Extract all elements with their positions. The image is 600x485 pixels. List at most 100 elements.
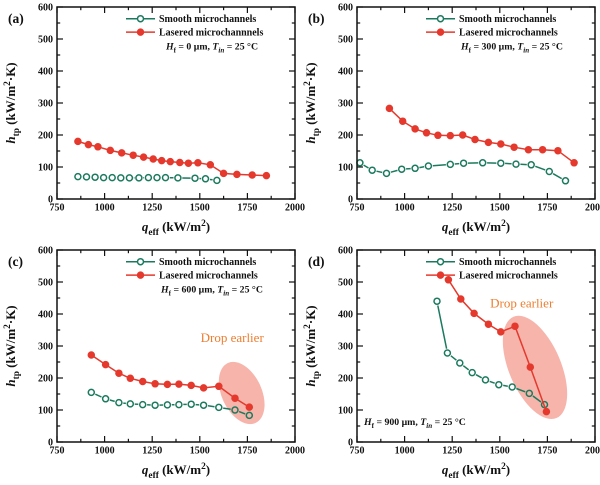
lasered-data-point	[538, 145, 547, 154]
x-tick-label: 1500	[190, 203, 210, 214]
lasered-data-point	[219, 169, 228, 178]
smooth-data-point	[478, 159, 487, 167]
plot-area	[357, 7, 595, 199]
legend-label: Lasered microchannels	[459, 270, 558, 281]
smooth-data-point	[101, 394, 110, 403]
y-tick-label: 0	[48, 194, 53, 205]
y-tick-label: 0	[348, 194, 353, 205]
lasered-data-point	[115, 368, 123, 377]
smooth-series-line	[462, 364, 470, 370]
smooth-series-line	[552, 173, 563, 180]
lasered-data-point	[175, 379, 183, 388]
x-tick-label: 750	[50, 445, 65, 456]
smooth-data-point	[115, 398, 123, 406]
lasered-data-point	[511, 321, 519, 330]
y-tick-label: 600	[338, 2, 353, 13]
smooth-data-point	[446, 160, 455, 169]
smooth-data-point	[174, 174, 182, 182]
lasered-data-point	[248, 171, 256, 179]
smooth-data-point	[161, 173, 170, 182]
x-tick-label: 1250	[142, 203, 162, 214]
lasered-data-point	[149, 155, 157, 163]
plot-frame	[356, 248, 596, 443]
y-tick-label: 600	[338, 245, 353, 256]
x-tick-label: 2000	[285, 203, 305, 214]
x-axis-label: qeff (kW/m2)	[442, 219, 510, 238]
panel-c: 750 1000 1250 1500 1750 2000 0 100 200 300 400 500 6…	[0, 243, 305, 485]
lasered-data-point	[101, 360, 110, 368]
lasered-data-point	[194, 159, 202, 167]
drop-earlier-label: Drop earlier	[201, 330, 265, 345]
lasered-data-point	[434, 131, 442, 140]
smooth-data-point	[459, 159, 468, 167]
x-tick-label: 1750	[237, 203, 257, 214]
legend-marker	[436, 28, 445, 36]
condition-annotation: Hf = 600 μm, Tin = 25 °C	[160, 284, 263, 297]
smooth-data-point	[508, 382, 516, 391]
legend-label: Lasered microchannels	[159, 270, 258, 281]
lasered-data-point	[231, 393, 239, 402]
panel-letter: (c)	[8, 254, 23, 269]
y-tick-label: 400	[338, 309, 353, 320]
lasered-data-point	[126, 374, 135, 382]
smooth-data-point	[201, 175, 210, 183]
lasered-data-point	[245, 402, 254, 411]
legend-label: Smooth microchannels	[459, 257, 556, 268]
smooth-data-point	[525, 389, 534, 397]
lasered-data-point	[176, 158, 184, 167]
lasered-data-point	[84, 140, 93, 149]
smooth-data-point	[512, 160, 520, 168]
smooth-series-line	[223, 406, 231, 410]
smooth-data-point	[213, 176, 221, 185]
smooth-data-point	[191, 174, 199, 182]
legend-marker	[136, 257, 145, 265]
lasered-data-point	[457, 294, 465, 303]
lasered-data-point	[233, 170, 241, 179]
condition-annotation: Hf = 0 μm, Tin = 25 °C	[165, 42, 258, 55]
smooth-series-line	[450, 354, 457, 361]
legend-marker	[136, 14, 145, 23]
y-tick-label: 100	[338, 162, 353, 173]
y-tick-label: 200	[38, 130, 53, 141]
smooth-data-point	[199, 400, 208, 409]
x-axis-label: qeff (kW/m2)	[442, 461, 510, 480]
x-tick-label: 1750	[537, 445, 557, 456]
chart-panel-d: 750 1000 1250 1500 1750 2000 0 100 200 300 400 500 6…	[303, 245, 600, 481]
y-tick-label: 300	[338, 98, 353, 109]
lasered-data-point	[570, 159, 578, 167]
lasered-data-point	[446, 131, 455, 140]
smooth-data-point	[82, 173, 91, 181]
x-tick-label: 1750	[537, 203, 557, 214]
lasered-data-point	[497, 140, 505, 148]
x-tick-label: 2000	[585, 445, 600, 456]
lasered-data-point	[157, 156, 166, 165]
y-axis-label: htp (kW/m2·K)	[3, 305, 22, 386]
smooth-data-point	[126, 399, 135, 408]
legend-label: Smooth microchannels	[159, 257, 256, 268]
y-tick-label: 500	[338, 277, 353, 288]
panel-letter: (d)	[308, 254, 325, 269]
legend-marker	[436, 14, 445, 23]
smooth-series-line	[390, 169, 398, 173]
lasered-data-point	[524, 145, 533, 154]
smooth-data-point	[144, 173, 153, 182]
panel-b: 750 1000 1250 1500 1750 2000 0 100 200 300 400 500 6…	[300, 0, 600, 243]
lasered-data-point	[554, 146, 562, 155]
smooth-series-line	[363, 164, 369, 169]
x-tick-label: 1500	[490, 203, 510, 214]
plot-frame	[56, 6, 296, 200]
legend-label: Smooth microchannels	[459, 14, 556, 25]
smooth-series-line	[109, 398, 115, 402]
x-axis-label: qeff (kW/m2)	[142, 219, 210, 238]
lasered-data-point	[215, 382, 223, 390]
legend-marker	[436, 257, 445, 265]
smooth-data-point	[108, 173, 116, 182]
x-tick-label: 1500	[490, 445, 510, 456]
lasered-data-point	[199, 383, 208, 392]
smooth-series-line	[207, 404, 215, 408]
legend-marker	[136, 28, 145, 36]
smooth-data-point	[117, 174, 125, 182]
y-tick-label: 0	[348, 437, 353, 448]
smooth-data-point	[187, 399, 195, 408]
